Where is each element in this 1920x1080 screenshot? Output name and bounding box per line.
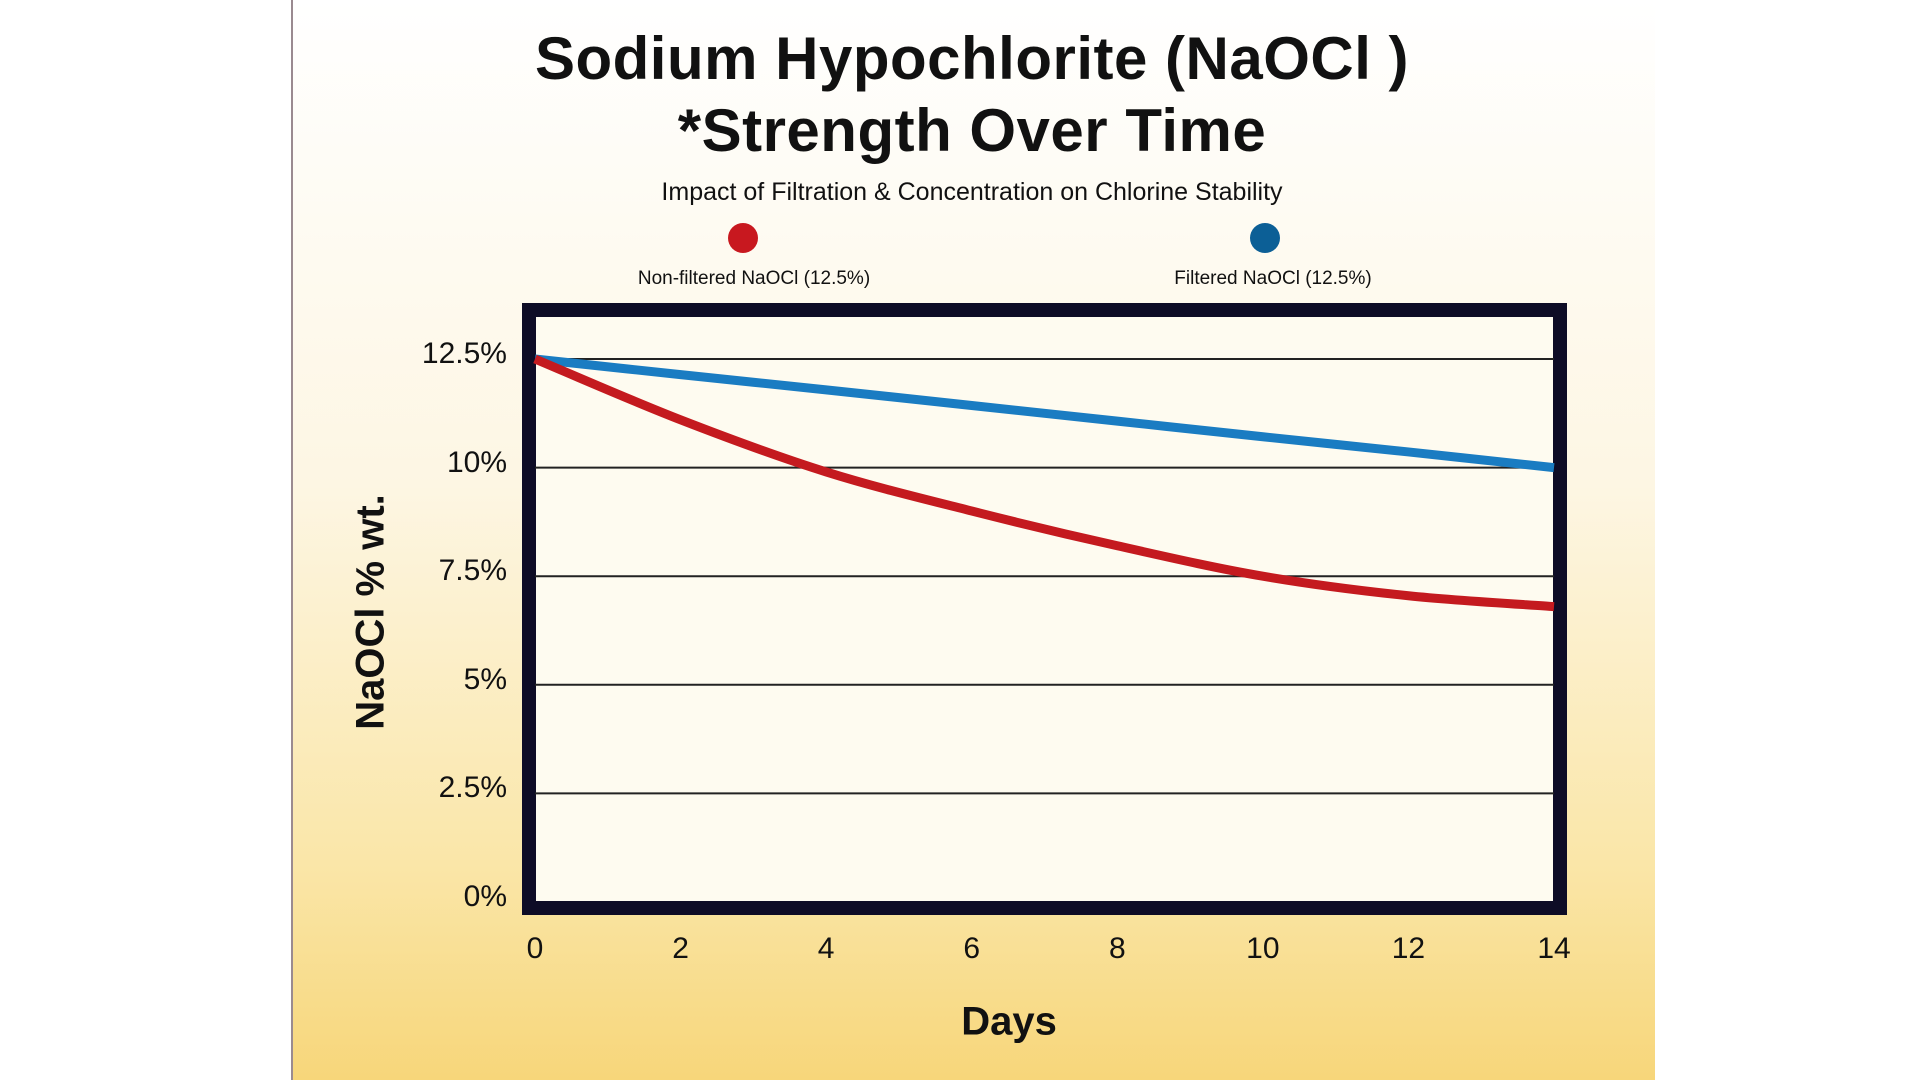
y-tick-label: 12.5% <box>421 337 507 370</box>
plot-frame <box>522 303 1567 915</box>
y-tick-label: 0% <box>463 880 507 913</box>
chart-subtitle: Impact of Filtration & Concentration on … <box>661 178 1283 206</box>
y-tick-label: 2.5% <box>438 771 507 805</box>
series-line-filtered <box>534 354 1555 473</box>
y-tick-label: 7.5% <box>438 554 507 588</box>
x-tick-label: 4 <box>817 932 835 965</box>
x-tick-label: 8 <box>1108 932 1126 965</box>
x-tick-label: 14 <box>1537 932 1571 965</box>
series-line-nonfiltered <box>533 354 1555 612</box>
x-tick-label: 10 <box>1246 932 1280 965</box>
legend-dot-nonfiltered <box>728 223 758 253</box>
x-axis-label: Days <box>961 999 1057 1044</box>
chart-title: Sodium Hypochlorite (NaOCl ) <box>534 25 1410 92</box>
chart-title-line2: *Strength Over Time <box>677 97 1267 164</box>
legend-label-nonfiltered: Non-filtered NaOCl (12.5%) <box>637 268 871 289</box>
y-axis-label: NaOCl % wt. <box>348 494 393 730</box>
y-tick-label: 5% <box>463 662 507 696</box>
legend-label-filtered: Filtered NaOCl (12.5%) <box>1174 268 1372 289</box>
legend-dot-filtered <box>1250 223 1280 253</box>
x-tick-label: 0 <box>526 932 544 965</box>
x-tick-label: 12 <box>1391 932 1426 965</box>
x-tick-label: 6 <box>963 932 981 965</box>
y-tick-label: 10% <box>446 445 507 479</box>
x-tick-label: 2 <box>672 932 689 965</box>
